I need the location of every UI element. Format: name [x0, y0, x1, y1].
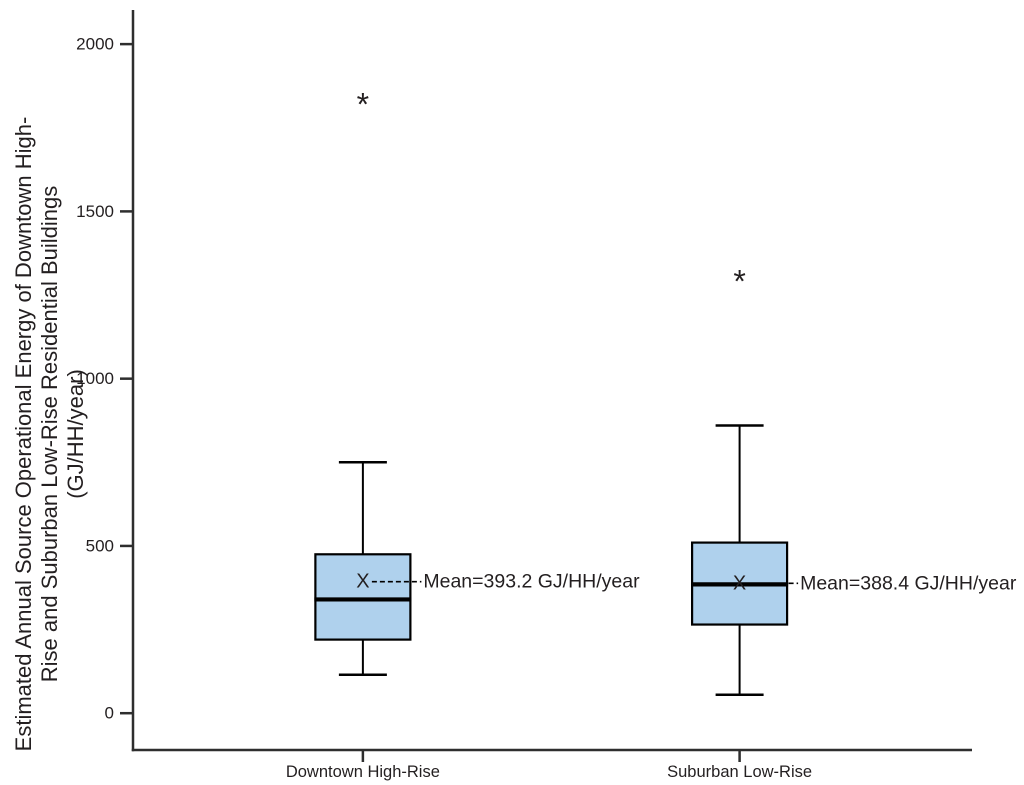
mean-marker: X	[733, 572, 746, 594]
mean-marker: X	[356, 571, 369, 593]
category-label: Suburban Low-Rise	[667, 763, 812, 781]
outlier-marker: *	[357, 86, 369, 122]
category-label: Downtown High-Rise	[286, 763, 440, 781]
y-tick-label: 500	[86, 536, 114, 555]
plot-layer: 0 500 1000 1500 2000 Downtown High-Rise X Mean=…	[76, 10, 1017, 781]
y-tick-label: 2000	[76, 35, 114, 54]
y-axis-title-line-1: Estimated Annual Source Operational Ener…	[11, 117, 36, 752]
y-tick-label: 1000	[76, 369, 114, 388]
y-axis-title: Estimated Annual Source Operational Ener…	[11, 117, 88, 752]
outlier-marker: *	[733, 264, 745, 300]
y-tick-label: 0	[105, 704, 114, 723]
y-axis-title-line-3: (GJ/HH/year)	[63, 369, 88, 499]
mean-annotation: Mean=393.2 GJ/HH/year	[423, 571, 640, 593]
y-axis-title-line-2: Rise and Suburban Low-Rise Residential B…	[37, 186, 62, 683]
y-tick-label: 1500	[76, 202, 114, 221]
mean-annotation: Mean=388.4 GJ/HH/year	[800, 572, 1017, 594]
box-body	[314, 553, 412, 641]
